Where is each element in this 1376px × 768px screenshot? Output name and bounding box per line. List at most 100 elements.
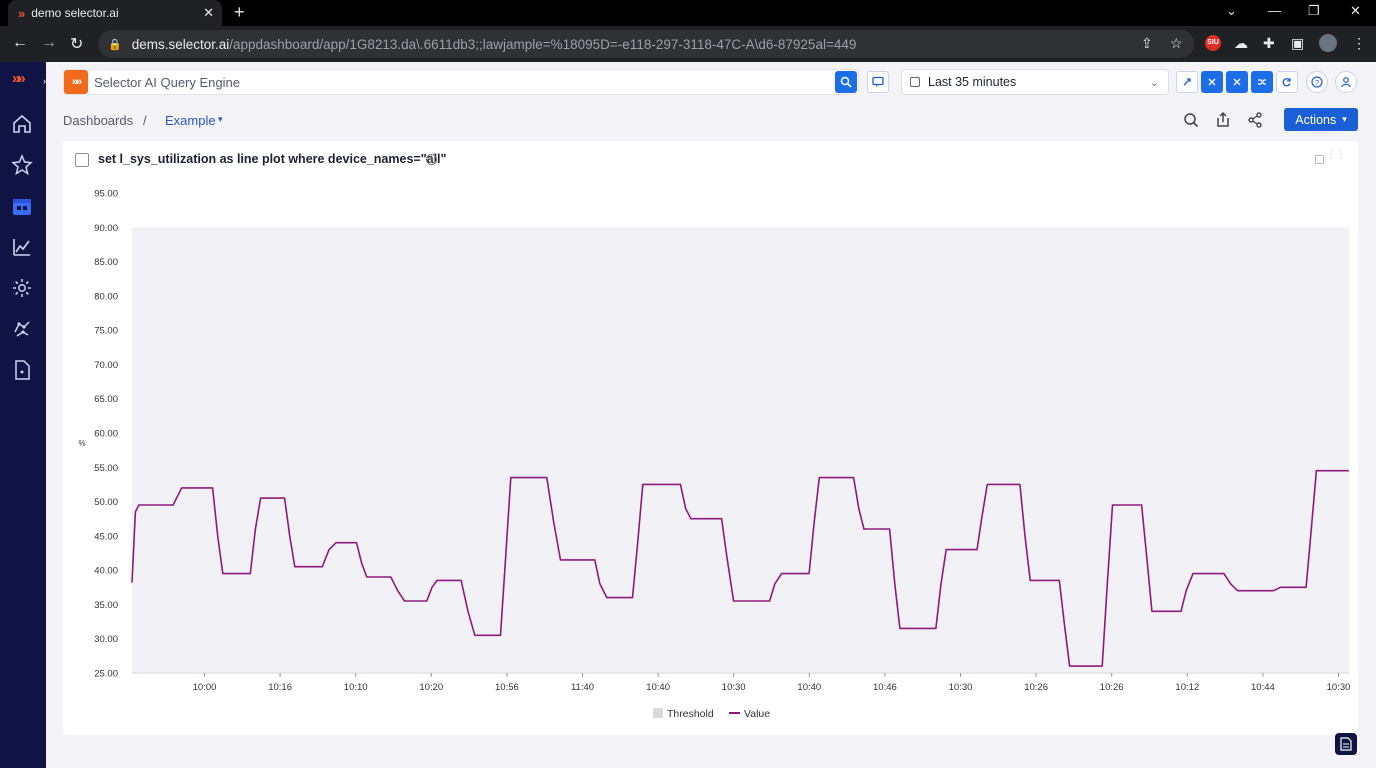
collapse-right-button[interactable] [1226,71,1248,93]
user-icon [1341,77,1351,88]
y-tick-label: 40.00 [94,566,118,577]
expand-button[interactable] [1176,71,1198,93]
back-icon[interactable]: ← [12,34,28,51]
close-tab-icon[interactable]: ✕ [203,5,214,20]
help-button[interactable]: ? [1306,71,1328,93]
help-icon: ? [1311,76,1323,88]
time-range-select[interactable]: Last 35 minutes ⌄ [901,69,1169,95]
y-tick-label: 25.00 [94,669,118,680]
side-panel-icon[interactable]: ▣ [1291,35,1305,51]
user-profile-button[interactable] [1335,71,1357,93]
y-tick-label: 95.00 [94,189,118,200]
selector-logo-icon: » [18,5,25,21]
svg-text:?: ? [1315,78,1319,87]
y-tick-label: 80.00 [94,291,118,302]
collapse-icon [1208,78,1216,86]
extension-cloud-icon[interactable]: ☁ [1234,35,1248,51]
reload-icon[interactable]: ↻ [70,36,84,53]
search-icon[interactable] [1182,111,1200,129]
share-icon[interactable] [1246,111,1264,129]
y-tick-label: 30.00 [94,634,118,645]
extension-badge-icon[interactable]: SIU [1205,35,1221,51]
x-tick-label: 10:16 [268,682,292,693]
y-tick-label: 60.00 [94,429,118,440]
x-tick-label: 10:30 [722,682,746,693]
selector-logo-icon[interactable]: »» [12,70,26,87]
x-tick-label: 10:30 [949,682,973,693]
y-tick-label: 35.00 [94,600,118,611]
bookmark-star-icon[interactable]: ☆ [1170,35,1183,51]
tab-title: demo selector.ai [31,6,119,20]
x-tick-label: 10:46 [873,682,897,693]
browser-tab-bar: » demo selector.ai ✕ + ⌄ — ❐ ✕ [0,0,1376,26]
y-tick-label: 45.00 [94,531,118,542]
analytics-icon[interactable] [11,236,33,258]
lock-icon: 🔒 [108,38,122,51]
collapse-left-button[interactable] [1201,71,1223,93]
new-tab-icon[interactable]: + [234,2,245,22]
x-tick-label: 10:26 [1024,682,1048,693]
copy-icon[interactable] [1315,155,1324,164]
star-icon[interactable] [11,154,33,176]
forward-icon[interactable]: → [41,34,57,51]
breadcrumb-separator: / [143,113,147,128]
panel-title: set l_sys_utilization as line plot where… [98,152,447,166]
x-tick-label: 11:40 [571,682,594,693]
chevron-down-icon: ⌄ [1149,77,1159,89]
drag-handle-icon[interactable]: ⋮⋮ [1326,149,1346,160]
chat-button[interactable] [867,71,889,93]
x-tick-label: 10:30 [1327,682,1351,693]
search-input[interactable]: Selector AI Query Engine [94,74,240,90]
url-host: dems.selector.ai [131,36,230,52]
x-tick-label: 10:10 [344,682,368,693]
series-line-value [131,469,1349,667]
maximize-icon[interactable]: ❐ [1308,3,1320,18]
chart-panel: set l_sys_utilization as line plot where… [63,141,1358,735]
chevron-down-icon[interactable]: ▾ [218,114,223,124]
home-icon[interactable] [11,113,33,135]
url-field[interactable]: 🔒 dems.selector.ai /appdashboard/app/1G8… [98,30,1194,58]
breadcrumb-current[interactable]: Example [165,113,216,128]
browser-menu-icon[interactable]: ⋮ [1352,35,1366,51]
breadcrumb-dashboards[interactable]: Dashboards [63,113,134,128]
browser-tab[interactable]: » demo selector.ai ✕ [8,0,222,26]
actions-button[interactable]: Actions ▾ [1284,108,1358,131]
threshold-band [132,227,1349,673]
extensions-puzzle-icon[interactable]: ✚ [1263,35,1275,51]
y-tick-label: 50.00 [94,497,118,508]
settings-gear-icon[interactable] [11,277,33,299]
query-search-bar[interactable]: »» Selector AI Query Engine [63,69,859,95]
expand-icon [1183,78,1191,86]
legend-threshold-label: Threshold [667,708,714,720]
profile-avatar[interactable] [1319,34,1337,52]
search-icon [840,76,852,88]
x-tick-label: 10:40 [646,682,670,693]
report-button[interactable] [1335,733,1357,755]
app-sidebar: »» › [0,62,53,768]
info-icon[interactable]: i [426,154,437,165]
y-tick-label: 75.00 [94,326,118,337]
actions-label: Actions [1295,112,1337,127]
reports-icon[interactable] [11,359,33,381]
x-tick-label: 10:00 [193,682,217,693]
panel-select-checkbox[interactable] [75,153,89,167]
export-icon[interactable] [1214,111,1232,129]
close-window-icon[interactable]: ✕ [1350,3,1361,18]
minimize-icon[interactable]: — [1268,3,1281,18]
merge-icon [1233,78,1241,86]
refresh-button[interactable] [1276,71,1298,93]
main-content: »» Selector AI Query Engine Last 35 minu… [46,62,1376,768]
line-chart: 95.00 90.00 85.00 80.00 75.00 70.00 65.00 60.00… [78,189,1351,721]
shuffle-button[interactable] [1251,71,1273,93]
y-tick-label: 55.00 [94,463,118,474]
share-icon[interactable]: ⇪ [1141,35,1153,51]
y-tick-label: 65.00 [94,394,118,405]
x-tick-label: 10:40 [797,682,821,693]
integrations-icon[interactable] [11,318,33,340]
calendar-icon [910,77,920,87]
tab-search-icon[interactable]: ⌄ [1226,3,1237,18]
address-bar: ← → ↻ 🔒 dems.selector.ai /appdashboard/a… [0,26,1376,62]
dashboards-icon[interactable] [11,195,33,217]
search-button[interactable] [835,71,857,93]
x-tick-label: 10:12 [1175,682,1199,693]
